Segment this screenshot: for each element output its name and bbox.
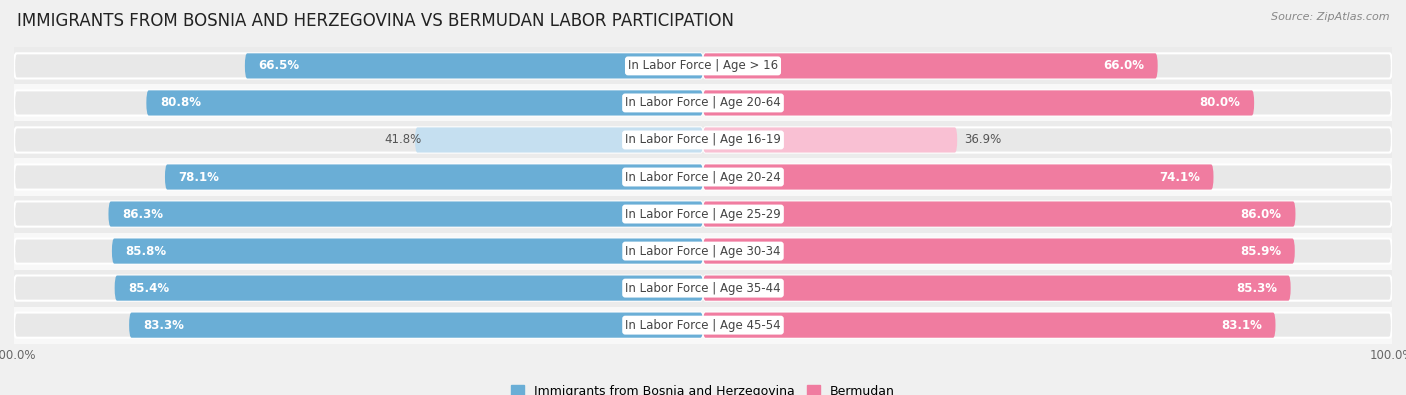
FancyBboxPatch shape: [703, 128, 1392, 152]
FancyBboxPatch shape: [146, 90, 703, 116]
FancyBboxPatch shape: [703, 53, 1392, 79]
Text: 86.3%: 86.3%: [122, 207, 163, 220]
FancyBboxPatch shape: [703, 201, 1392, 227]
FancyBboxPatch shape: [703, 90, 1392, 116]
Text: In Labor Force | Age 45-54: In Labor Force | Age 45-54: [626, 319, 780, 332]
FancyBboxPatch shape: [703, 312, 1392, 338]
FancyBboxPatch shape: [14, 128, 703, 152]
Bar: [14, 307, 1392, 344]
Text: 41.8%: 41.8%: [385, 134, 422, 147]
Bar: [14, 47, 1392, 85]
FancyBboxPatch shape: [703, 276, 1392, 301]
Text: 66.0%: 66.0%: [1102, 59, 1144, 72]
Text: In Labor Force | Age 16-19: In Labor Force | Age 16-19: [626, 134, 780, 147]
FancyBboxPatch shape: [129, 312, 703, 338]
Bar: [14, 233, 1392, 269]
Bar: [14, 121, 1392, 158]
Text: IMMIGRANTS FROM BOSNIA AND HERZEGOVINA VS BERMUDAN LABOR PARTICIPATION: IMMIGRANTS FROM BOSNIA AND HERZEGOVINA V…: [17, 12, 734, 30]
Text: 83.3%: 83.3%: [143, 319, 184, 332]
FancyBboxPatch shape: [703, 276, 1291, 301]
Text: In Labor Force | Age > 16: In Labor Force | Age > 16: [628, 59, 778, 72]
Bar: [14, 196, 1392, 233]
FancyBboxPatch shape: [703, 90, 1254, 116]
Text: In Labor Force | Age 25-29: In Labor Force | Age 25-29: [626, 207, 780, 220]
FancyBboxPatch shape: [108, 201, 703, 227]
Bar: [14, 269, 1392, 307]
Text: In Labor Force | Age 20-64: In Labor Force | Age 20-64: [626, 96, 780, 109]
Text: 80.8%: 80.8%: [160, 96, 201, 109]
FancyBboxPatch shape: [703, 201, 1295, 227]
Text: 85.8%: 85.8%: [125, 245, 167, 258]
FancyBboxPatch shape: [703, 53, 1157, 79]
FancyBboxPatch shape: [245, 53, 703, 79]
FancyBboxPatch shape: [14, 312, 703, 338]
FancyBboxPatch shape: [14, 276, 703, 301]
Text: 66.5%: 66.5%: [259, 59, 299, 72]
FancyBboxPatch shape: [165, 164, 703, 190]
Text: 85.9%: 85.9%: [1240, 245, 1281, 258]
FancyBboxPatch shape: [14, 53, 703, 79]
FancyBboxPatch shape: [703, 239, 1295, 264]
Text: 80.0%: 80.0%: [1199, 96, 1240, 109]
Text: 86.0%: 86.0%: [1240, 207, 1282, 220]
Text: 74.1%: 74.1%: [1159, 171, 1199, 184]
FancyBboxPatch shape: [703, 239, 1392, 264]
FancyBboxPatch shape: [14, 239, 703, 264]
Legend: Immigrants from Bosnia and Herzegovina, Bermudan: Immigrants from Bosnia and Herzegovina, …: [506, 380, 900, 395]
FancyBboxPatch shape: [112, 239, 703, 264]
FancyBboxPatch shape: [115, 276, 703, 301]
Text: 78.1%: 78.1%: [179, 171, 219, 184]
FancyBboxPatch shape: [14, 90, 703, 116]
Bar: [14, 158, 1392, 196]
Text: 36.9%: 36.9%: [965, 134, 1001, 147]
FancyBboxPatch shape: [703, 164, 1213, 190]
FancyBboxPatch shape: [14, 201, 703, 227]
Text: 85.3%: 85.3%: [1236, 282, 1277, 295]
Text: In Labor Force | Age 35-44: In Labor Force | Age 35-44: [626, 282, 780, 295]
Text: Source: ZipAtlas.com: Source: ZipAtlas.com: [1271, 12, 1389, 22]
FancyBboxPatch shape: [14, 164, 703, 190]
FancyBboxPatch shape: [415, 128, 703, 152]
FancyBboxPatch shape: [703, 312, 1275, 338]
FancyBboxPatch shape: [703, 128, 957, 152]
FancyBboxPatch shape: [703, 164, 1392, 190]
Text: In Labor Force | Age 20-24: In Labor Force | Age 20-24: [626, 171, 780, 184]
Text: 83.1%: 83.1%: [1220, 319, 1261, 332]
Text: 85.4%: 85.4%: [128, 282, 170, 295]
Text: In Labor Force | Age 30-34: In Labor Force | Age 30-34: [626, 245, 780, 258]
Bar: [14, 85, 1392, 121]
